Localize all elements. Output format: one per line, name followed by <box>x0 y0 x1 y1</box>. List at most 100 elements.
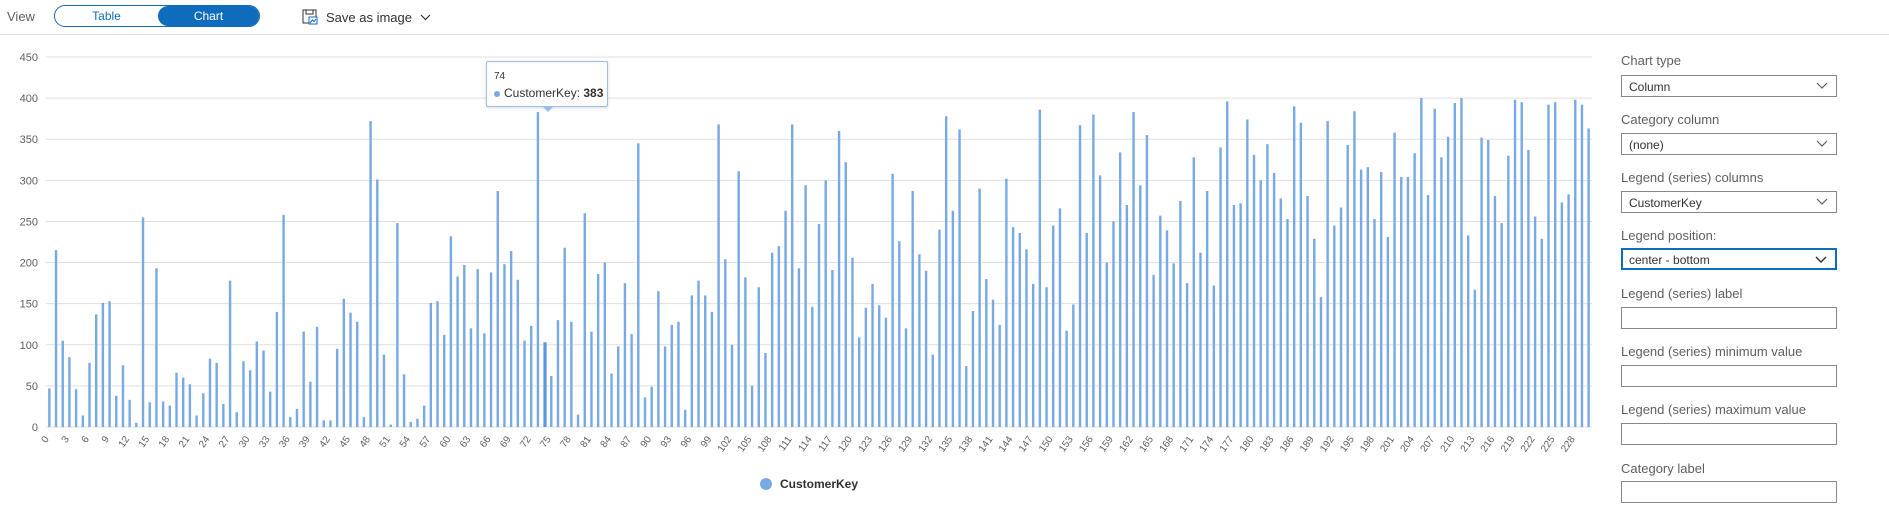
chart-bar <box>677 321 680 427</box>
chart-type-dropdown[interactable]: Column <box>1621 75 1837 97</box>
category-column-value: (none) <box>1629 138 1664 152</box>
chart-area: 0 50 100 150 200 250 300 350 400 450 0 3 6 9 12 15 18 21 2… <box>0 44 1600 504</box>
chart-bar <box>1105 262 1108 427</box>
chart-bar <box>1400 177 1403 427</box>
legend-series-min-input[interactable] <box>1621 365 1837 387</box>
chart-bar <box>1259 180 1262 427</box>
chart-bar <box>1580 104 1584 427</box>
chart-bar <box>1326 121 1329 427</box>
legend-series-columns-dropdown[interactable]: CustomerKey <box>1621 191 1837 213</box>
chart-bar <box>141 217 145 427</box>
chart-bar <box>730 344 734 427</box>
chart-toggle-button[interactable]: Chart <box>158 6 259 26</box>
chart-bar <box>603 262 607 427</box>
chart-bar <box>757 287 760 427</box>
chart-bar <box>48 388 51 427</box>
chart-type-value: Column <box>1629 80 1671 94</box>
chart-bar <box>289 417 292 427</box>
chart-bar <box>489 272 493 427</box>
chart-bar <box>382 354 386 427</box>
chart-bar <box>670 325 673 427</box>
chevron-down-icon <box>1816 82 1828 89</box>
chart-bar <box>617 346 620 427</box>
chart-bar <box>1092 114 1095 427</box>
table-toggle-button[interactable]: Table <box>92 9 121 23</box>
chart-bar <box>851 257 854 427</box>
chart-bar <box>596 274 600 427</box>
y-tick-label: 450 <box>20 52 38 64</box>
chart-bar <box>1205 191 1209 427</box>
x-tick-label: 117 <box>817 434 835 454</box>
category-label-label: Category label <box>1621 461 1705 476</box>
chart-bar <box>1172 263 1175 427</box>
chart-bar <box>844 162 847 427</box>
chart-bar <box>1339 207 1343 427</box>
toolbar: View Table Chart Save as image <box>0 0 1889 35</box>
chart-legend[interactable]: CustomerKey <box>760 477 858 491</box>
chart-bar <box>1379 172 1383 427</box>
chart-bar <box>610 373 613 427</box>
save-as-image-button[interactable]: Save as image <box>302 7 439 27</box>
chart-bar <box>1500 223 1503 427</box>
chart-bar <box>175 372 178 427</box>
chart-bar <box>416 418 419 427</box>
chart-bar <box>543 342 547 427</box>
category-label-input[interactable] <box>1621 481 1837 503</box>
chart-bar <box>309 381 312 427</box>
category-column-dropdown[interactable]: (none) <box>1621 133 1837 155</box>
chart-bar <box>1139 185 1142 427</box>
chart-bar <box>1246 119 1249 428</box>
x-tick-label: 6 <box>80 434 92 445</box>
chart-bar <box>429 302 433 427</box>
legend-series-label-label: Legend (series) label <box>1621 286 1743 301</box>
chart-bar <box>1052 225 1055 427</box>
x-tick-label: 105 <box>736 434 755 454</box>
x-tick-label: 81 <box>579 434 595 450</box>
chart-bar <box>496 191 499 427</box>
x-tick-label: 30 <box>237 434 253 450</box>
chart-bar <box>402 374 406 427</box>
legend-series-label-input[interactable] <box>1621 307 1837 329</box>
x-tick-label: 126 <box>876 434 895 454</box>
chart-bar <box>724 259 727 427</box>
legend-series-max-input[interactable] <box>1621 423 1837 445</box>
chart-bar <box>362 417 366 427</box>
x-tick-label: 129 <box>897 434 916 454</box>
chart-bar <box>94 314 98 427</box>
chart-bar <box>1272 172 1276 427</box>
chart-bar <box>1145 135 1149 428</box>
chart-bar <box>1426 195 1430 427</box>
chart-bar <box>965 366 968 427</box>
chart-bar <box>255 341 259 427</box>
chart-bar <box>523 340 526 427</box>
x-tick-label: 225 <box>1539 434 1558 454</box>
chart-bar <box>570 321 573 427</box>
chart-bar <box>1038 109 1042 428</box>
chart-bar <box>1159 215 1162 427</box>
view-toggle[interactable]: Table Chart <box>54 5 260 27</box>
chart-bar <box>1406 177 1410 427</box>
legend-position-label: Legend position: <box>1621 228 1717 243</box>
chart-bar <box>121 365 125 427</box>
chart-bar <box>349 312 352 427</box>
y-tick-label: 300 <box>20 175 38 187</box>
chart-bar <box>1058 208 1062 427</box>
chart-bar <box>248 370 252 427</box>
chart-bar <box>530 325 533 427</box>
x-tick-label: 0 <box>40 434 52 445</box>
x-tick-label: 87 <box>619 434 635 450</box>
chart-bar <box>978 188 981 427</box>
chart-bar <box>1393 132 1396 427</box>
chart-bar <box>456 276 459 427</box>
chart-bar <box>1292 106 1296 427</box>
legend-position-dropdown[interactable]: center - bottom <box>1621 248 1837 270</box>
chart-bar <box>275 311 279 427</box>
chart-bar <box>1433 108 1436 428</box>
chart-bar <box>128 399 131 427</box>
chart-bar <box>1072 304 1075 427</box>
chevron-down-icon <box>1816 198 1828 205</box>
chart-bar <box>208 358 212 427</box>
chart-bar <box>443 334 446 427</box>
x-tick-label: 36 <box>277 434 293 450</box>
y-tick-label: 50 <box>26 381 38 393</box>
